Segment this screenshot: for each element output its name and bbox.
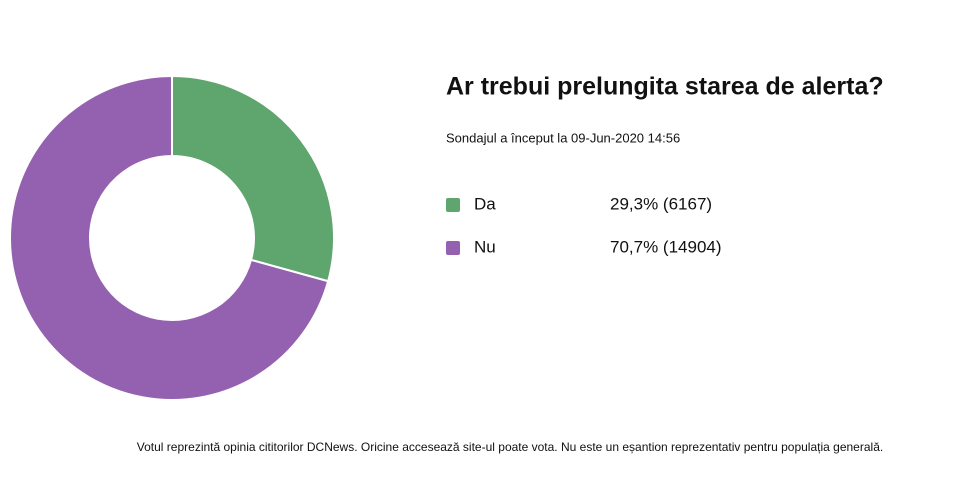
pie-slice [9, 74, 330, 401]
value-label: 29,3% (6167) [610, 194, 712, 213]
chart-subtitle: Sondajul a început la 09-Jun-2020 14:56 [446, 130, 680, 145]
value-label: 70,7% (14904) [610, 237, 722, 256]
chart-title: Ar trebui prelungita starea de alerta? [446, 73, 884, 101]
legend-label: Da [474, 194, 496, 213]
footnote: Votul reprezintă opinia cititorilor DCNe… [137, 440, 883, 454]
legend-swatch [446, 241, 460, 255]
legend-label: Nu [474, 237, 496, 256]
legend-swatch [446, 198, 460, 212]
pie-slice [171, 74, 335, 283]
